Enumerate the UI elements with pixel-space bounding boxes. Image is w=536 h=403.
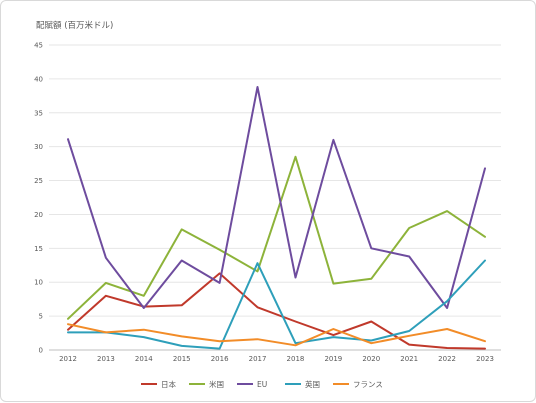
series-line — [67, 86, 486, 309]
x-tick-label: 2021 — [400, 355, 418, 363]
series-lines — [67, 86, 486, 350]
y-axis-title: 配賦額 (百万米ドル) — [36, 20, 113, 31]
y-tick-label: 40 — [34, 75, 43, 83]
x-tick-label: 2014 — [135, 355, 153, 363]
y-tick-label: 45 — [34, 42, 43, 50]
x-tick-label: 2022 — [438, 355, 456, 363]
y-tick-label: 25 — [34, 177, 43, 185]
x-tick-label: 2012 — [59, 355, 77, 363]
legend-label: EU — [257, 380, 267, 389]
series-line — [67, 272, 486, 350]
y-tick-label: 5 — [39, 313, 43, 321]
y-tick-label: 20 — [34, 211, 43, 219]
y-tick-label: 15 — [34, 245, 43, 253]
series-line — [67, 323, 486, 347]
y-tick-label: 0 — [39, 347, 43, 355]
x-tick-label: 2016 — [211, 355, 229, 363]
x-tick-label: 2017 — [249, 355, 267, 363]
x-tick-label: 2015 — [173, 355, 191, 363]
x-tick-label: 2023 — [476, 355, 494, 363]
legend: 日本 米国 EU 英国 フランス — [141, 379, 383, 389]
legend-label: 英国 — [305, 379, 320, 389]
legend-label: 米国 — [209, 379, 224, 389]
y-tick-labels: 0 5 10 15 20 25 30 35 40 45 — [34, 42, 43, 355]
legend-label: フランス — [353, 380, 383, 389]
x-tick-label: 2020 — [362, 355, 380, 363]
y-tick-label: 30 — [34, 143, 43, 151]
x-tick-labels: 2012 2013 2014 2015 2016 2017 2018 2019 2020 2021… — [59, 355, 494, 363]
y-tick-label: 35 — [34, 109, 43, 117]
series-line — [67, 259, 486, 350]
x-tick-label: 2018 — [287, 355, 305, 363]
x-tick-label: 2013 — [97, 355, 115, 363]
x-tick-label: 2019 — [324, 355, 342, 363]
legend-label: 日本 — [161, 379, 176, 389]
grid-lines — [49, 44, 501, 351]
series-line — [67, 155, 486, 320]
y-tick-label: 10 — [34, 279, 43, 287]
